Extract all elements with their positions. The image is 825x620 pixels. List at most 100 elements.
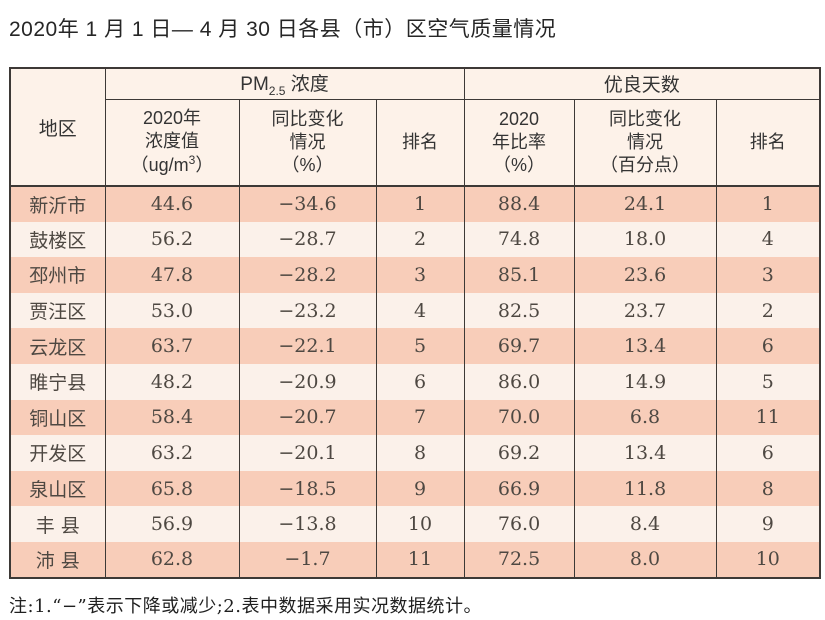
good-rank-cell: 1 (715, 186, 821, 222)
pm-rank-cell: 1 (375, 186, 465, 222)
pm-value-cell: 63.7 (104, 328, 240, 364)
good-ratio-cell: 88.4 (463, 186, 575, 222)
pm-value-unit-post: ） (195, 155, 214, 176)
good-change-line1: 同比变化 (609, 108, 682, 129)
pm-value-cell: 63.2 (104, 435, 240, 471)
pm-change-cell: −13.8 (238, 506, 377, 542)
pm-rank-cell: 8 (375, 435, 465, 471)
good-change-line3: （百分点） (600, 154, 691, 175)
table-row: 鼓楼区 56.2 −28.7 2 74.8 18.0 4 (9, 221, 821, 258)
good-ratio-cell: 86.0 (463, 363, 575, 400)
good-rank-cell: 6 (715, 328, 821, 364)
sub-header-row: 2020年 浓度值 （ug/m3） 同比变化 情况 （%） 排名 2020 年比… (10, 99, 821, 187)
header-group-pm25: PM2.5 浓度 (104, 68, 465, 100)
pm-rank-cell: 9 (375, 470, 465, 507)
pm-value-cell: 62.8 (104, 541, 240, 578)
table-row: 云龙区 63.7 −22.1 5 69.7 13.4 6 (9, 328, 821, 364)
good-change-cell: 24.1 (573, 186, 717, 222)
good-ratio-cell: 72.5 (463, 541, 575, 578)
pm-change-cell: −20.7 (238, 399, 377, 436)
pm-value-cell: 58.4 (104, 399, 240, 436)
header-pm-rank: 排名 (375, 99, 465, 187)
table-row: 沛 县 62.8 −1.7 11 72.5 8.0 10 (9, 541, 821, 578)
table-row: 邳州市 47.8 −28.2 3 85.1 23.6 3 (9, 257, 821, 293)
pm-value-line2: 浓度值 (145, 131, 199, 152)
good-ratio-line3: （%） (493, 154, 546, 175)
pm-change-cell: −18.5 (238, 470, 377, 507)
article-page: 2020年 1 月 1 日— 4 月 30 日各县（市）区空气质量情况 地区 P… (0, 13, 825, 620)
good-change-cell: 23.6 (573, 257, 717, 293)
header-group-good-days: 优良天数 (463, 68, 821, 100)
good-ratio-cell: 70.0 (463, 399, 575, 436)
pm-value-line3: （ug/m3） (106, 153, 239, 177)
good-rank-cell: 2 (715, 292, 821, 329)
group-header-row: 地区 PM2.5 浓度 优良天数 (9, 68, 821, 187)
region-cell: 睢宁县 (9, 363, 106, 400)
table-header: 地区 PM2.5 浓度 优良天数 2020年 浓度值 （ug/m3） 同比变化 … (9, 68, 821, 187)
table-row: 泉山区 65.8 −18.5 9 66.9 11.8 8 (9, 470, 821, 507)
header-region: 地区 (9, 68, 106, 187)
good-rank-cell: 10 (715, 541, 821, 578)
pm25-group-suffix: 浓度 (285, 74, 329, 96)
pm-rank-cell: 4 (375, 292, 465, 329)
pm-change-line1: 同比变化 (271, 108, 344, 129)
region-cell: 邳州市 (9, 257, 106, 293)
table-row: 开发区 63.2 −20.1 8 69.2 13.4 6 (9, 435, 821, 471)
pm-value-cell: 47.8 (104, 257, 240, 293)
good-ratio-cell: 69.7 (463, 328, 575, 364)
pm25-group-subscript: 2.5 (268, 84, 286, 99)
pm-change-cell: −20.9 (238, 363, 377, 400)
pm-rank-cell: 10 (375, 506, 465, 542)
header-good-ratio: 2020 年比率 （%） (463, 99, 575, 187)
pm-change-cell: −23.2 (238, 292, 377, 329)
good-rank-cell: 6 (715, 435, 821, 471)
header-pm-value: 2020年 浓度值 （ug/m3） (104, 99, 240, 187)
pm-value-cell: 56.2 (104, 221, 240, 258)
pm-rank-cell: 11 (375, 541, 465, 578)
pm-value-cell: 44.6 (104, 186, 240, 222)
pm-value-unit-pre: （ug/m (130, 155, 189, 176)
pm-value-unit-sup: 3 (188, 153, 196, 168)
good-ratio-line2: 年比率 (492, 131, 547, 152)
page-title: 2020年 1 月 1 日— 4 月 30 日各县（市）区空气质量情况 (9, 18, 557, 41)
good-change-line2: 情况 (627, 131, 664, 152)
good-change-cell: 8.0 (573, 541, 717, 578)
good-ratio-cell: 82.5 (463, 292, 575, 329)
good-ratio-cell: 66.9 (463, 470, 575, 507)
good-change-cell: 11.8 (573, 470, 717, 507)
pm-change-line3: （%） (281, 154, 334, 175)
good-change-cell: 13.4 (573, 435, 717, 471)
pm-rank-cell: 7 (375, 399, 465, 436)
good-change-cell: 6.8 (573, 399, 717, 436)
table-row: 睢宁县 48.2 −20.9 6 86.0 14.9 5 (9, 363, 821, 400)
pm25-group-prefix: PM (240, 74, 269, 96)
good-change-cell: 23.7 (573, 292, 717, 329)
table-row: 新沂市 44.6 −34.6 1 88.4 24.1 1 (9, 186, 821, 222)
good-change-cell: 14.9 (573, 363, 717, 400)
region-cell: 鼓楼区 (9, 221, 106, 258)
pm-rank-cell: 3 (375, 257, 465, 293)
region-cell: 云龙区 (9, 328, 106, 364)
good-rank-cell: 8 (715, 470, 821, 507)
region-cell: 开发区 (9, 435, 106, 471)
pm-change-cell: −1.7 (238, 541, 377, 578)
pm-change-cell: −20.1 (238, 435, 377, 471)
pm-rank-cell: 2 (375, 221, 465, 258)
header-good-change: 同比变化 情况 （百分点） (573, 99, 717, 187)
pm-change-cell: −28.2 (238, 257, 377, 293)
good-change-cell: 18.0 (573, 221, 717, 258)
table-body: 新沂市 44.6 −34.6 1 88.4 24.1 1 鼓楼区 56.2 −2… (9, 186, 821, 578)
pm-change-line2: 情况 (289, 131, 326, 152)
good-change-cell: 8.4 (573, 506, 717, 542)
table-row: 丰 县 56.9 −13.8 10 76.0 8.4 9 (9, 506, 821, 542)
region-cell: 泉山区 (9, 470, 106, 507)
good-ratio-cell: 69.2 (463, 435, 575, 471)
pm-rank-cell: 5 (375, 328, 465, 364)
good-ratio-cell: 74.8 (463, 221, 575, 258)
pm-change-cell: −22.1 (238, 328, 377, 364)
region-cell: 丰 县 (9, 506, 106, 542)
good-rank-cell: 4 (715, 221, 821, 258)
pm-value-cell: 53.0 (104, 292, 240, 329)
pm-value-cell: 65.8 (104, 470, 240, 507)
table-row: 贾汪区 53.0 −23.2 4 82.5 23.7 2 (9, 292, 821, 329)
